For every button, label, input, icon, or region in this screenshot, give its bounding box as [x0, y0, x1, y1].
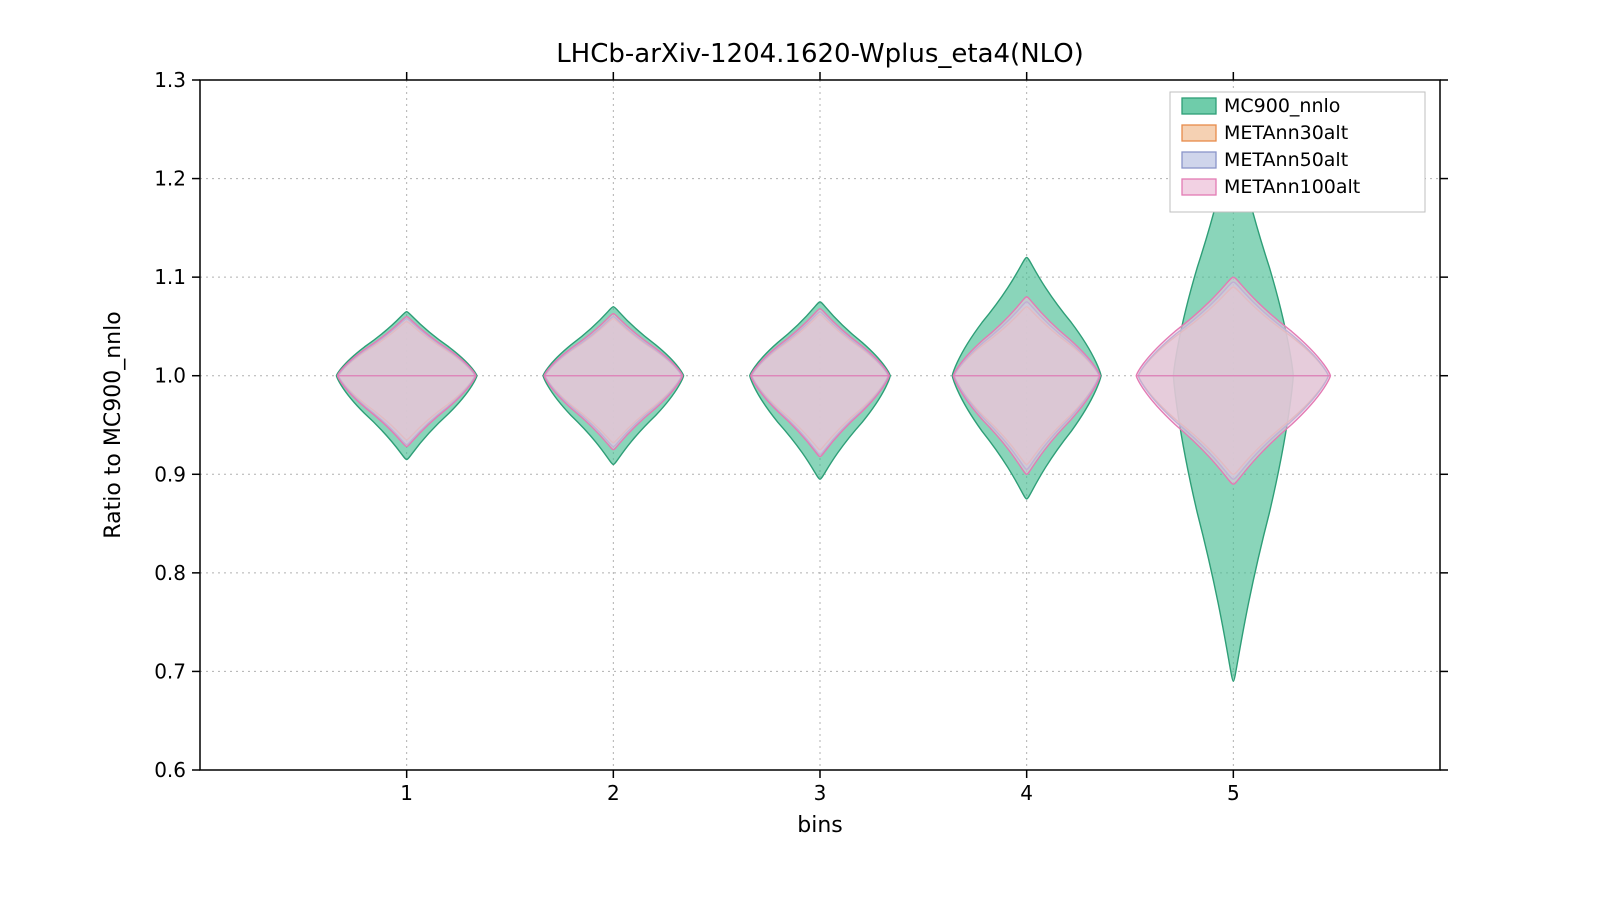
x-tick-label: 1: [400, 781, 413, 805]
y-tick-label: 0.6: [154, 758, 186, 782]
legend-swatch: [1182, 179, 1216, 195]
y-axis-label: Ratio to MC900_nnlo: [101, 311, 126, 538]
legend-item-label: METAnn100alt: [1224, 176, 1360, 198]
chart-title: LHCb-arXiv-1204.1620-Wplus_eta4(NLO): [556, 39, 1084, 69]
legend-swatch: [1182, 98, 1216, 114]
x-tick-label: 4: [1020, 781, 1033, 805]
x-tick-label: 2: [607, 781, 620, 805]
legend-item-label: MC900_nnlo: [1224, 95, 1340, 117]
y-tick-label: 1.0: [154, 364, 186, 388]
legend: MC900_nnlo METAnn30alt METAnn50alt METAnn10…: [1170, 92, 1425, 212]
x-tick-label: 3: [814, 781, 827, 805]
y-tick-label: 1.2: [154, 167, 186, 191]
violin-plot: 0.6 0.7 0.8 0.9 1.0 1.1 1.2 1.3 1 2 3 4 5 LHCb-arXiv…: [0, 0, 1600, 900]
y-tick-label: 1.1: [154, 265, 186, 289]
legend-swatch: [1182, 152, 1216, 168]
legend-swatch: [1182, 125, 1216, 141]
chart-container: 0.6 0.7 0.8 0.9 1.0 1.1 1.2 1.3 1 2 3 4 5 LHCb-arXiv…: [0, 0, 1600, 900]
y-tick-label: 0.9: [154, 462, 186, 486]
y-tick-label: 0.7: [154, 659, 186, 683]
y-tick-label: 1.3: [154, 68, 186, 92]
x-axis-label: bins: [797, 813, 842, 838]
legend-item-label: METAnn30alt: [1224, 122, 1348, 144]
legend-item-label: METAnn50alt: [1224, 149, 1348, 171]
x-tick-label: 5: [1227, 781, 1240, 805]
y-tick-label: 0.8: [154, 561, 186, 585]
